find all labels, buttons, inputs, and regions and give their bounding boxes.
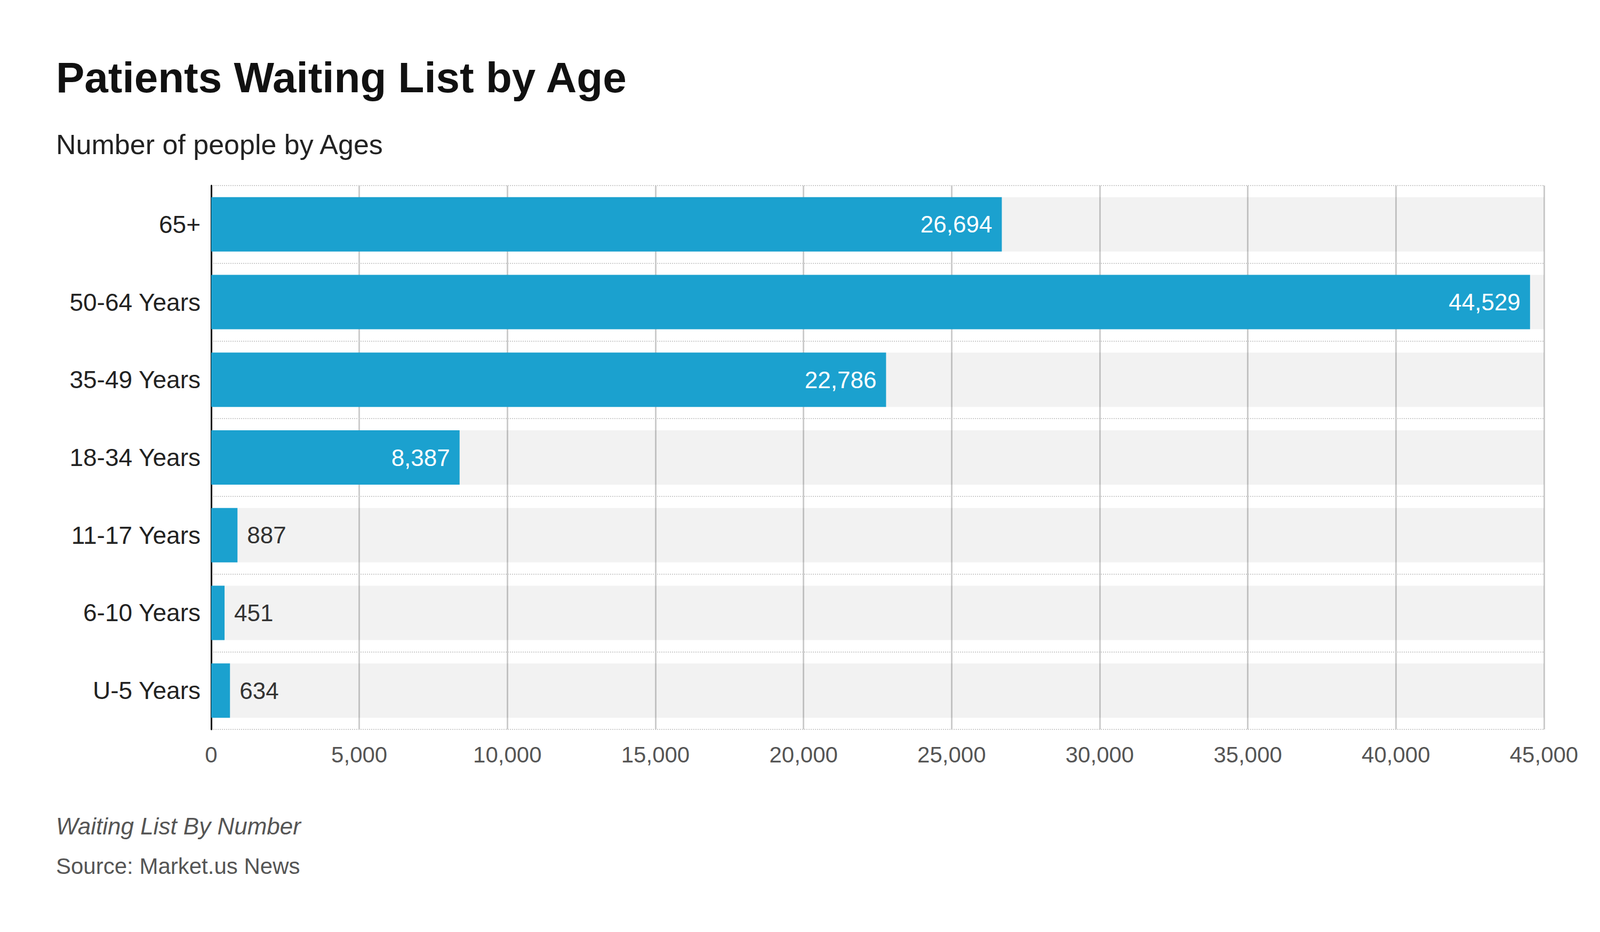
svg-text:Patients Waiting List by Age: Patients Waiting List by Age bbox=[56, 53, 627, 102]
svg-text:18-34 Years: 18-34 Years bbox=[69, 443, 201, 472]
svg-text:8,387: 8,387 bbox=[391, 444, 451, 471]
svg-text:Waiting List By Number: Waiting List By Number bbox=[56, 813, 302, 840]
svg-text:35-49 Years: 35-49 Years bbox=[69, 365, 201, 394]
svg-text:35,000: 35,000 bbox=[1213, 742, 1282, 768]
svg-text:U-5 Years: U-5 Years bbox=[92, 676, 201, 705]
svg-text:30,000: 30,000 bbox=[1065, 742, 1134, 768]
svg-text:40,000: 40,000 bbox=[1361, 742, 1430, 768]
svg-text:20,000: 20,000 bbox=[769, 742, 838, 768]
svg-text:22,786: 22,786 bbox=[804, 366, 877, 394]
svg-text:11-17 Years: 11-17 Years bbox=[71, 521, 201, 550]
svg-text:451: 451 bbox=[234, 600, 274, 627]
svg-text:Number of people by Ages: Number of people by Ages bbox=[56, 129, 383, 160]
svg-text:25,000: 25,000 bbox=[917, 742, 986, 768]
svg-text:50-64 Years: 50-64 Years bbox=[69, 288, 201, 317]
svg-text:Source: Market.us News: Source: Market.us News bbox=[56, 853, 301, 879]
svg-text:65+: 65+ bbox=[158, 210, 201, 239]
svg-text:26,694: 26,694 bbox=[920, 211, 993, 238]
svg-text:44,529: 44,529 bbox=[1448, 289, 1521, 316]
svg-text:10,000: 10,000 bbox=[473, 742, 542, 768]
svg-text:634: 634 bbox=[239, 677, 279, 704]
svg-text:45,000: 45,000 bbox=[1509, 742, 1579, 768]
svg-text:887: 887 bbox=[246, 522, 286, 549]
svg-text:0: 0 bbox=[204, 742, 218, 768]
svg-text:15,000: 15,000 bbox=[621, 742, 690, 768]
svg-text:5,000: 5,000 bbox=[331, 742, 388, 768]
svg-text:6-10 Years: 6-10 Years bbox=[83, 598, 201, 627]
